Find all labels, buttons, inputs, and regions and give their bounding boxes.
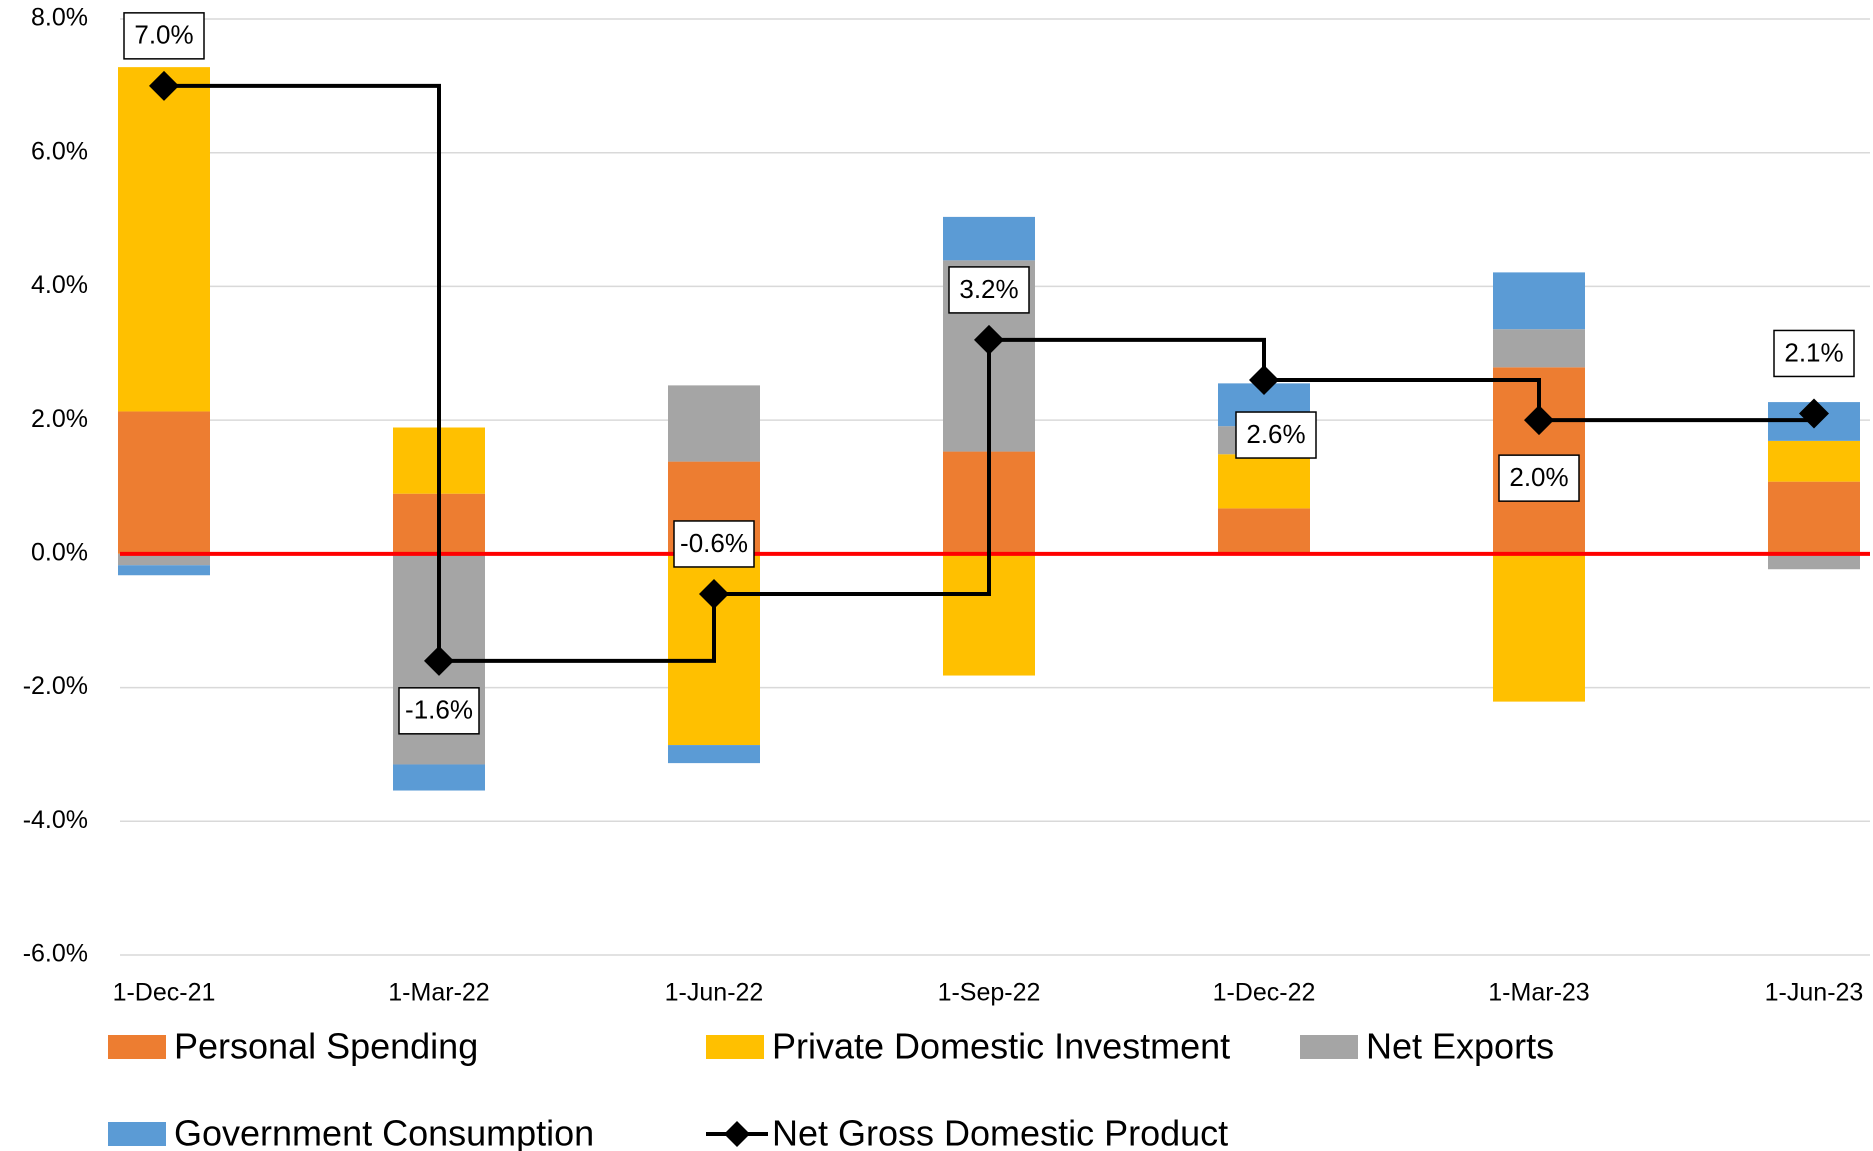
bar-segment xyxy=(1493,553,1585,702)
y-tick-label: 6.0% xyxy=(31,137,88,165)
data-label-box xyxy=(123,12,205,60)
data-label: 7.0% xyxy=(134,20,193,50)
bar-segment xyxy=(1493,329,1585,368)
bar-segment xyxy=(1218,508,1310,554)
x-tick-label: 1-Mar-23 xyxy=(1488,979,1589,1007)
data-label-box xyxy=(398,687,480,735)
data-label-box xyxy=(1498,454,1580,502)
legend-label: Net Gross Domestic Product xyxy=(772,1113,1228,1151)
gdp-marker xyxy=(424,645,454,676)
legend-label: Government Consumption xyxy=(174,1113,594,1151)
legend-label: Net Exports xyxy=(1366,1026,1554,1067)
y-tick-label: -6.0% xyxy=(23,940,88,968)
data-label-box xyxy=(1235,411,1317,459)
data-label: -1.6% xyxy=(405,695,473,725)
data-label-box xyxy=(673,520,755,568)
legend-swatch xyxy=(108,1122,166,1146)
x-tick-label: 1-Jun-22 xyxy=(665,979,764,1007)
data-label-box xyxy=(1773,329,1855,378)
legend-label: Private Domestic Investment xyxy=(772,1026,1230,1067)
legend-swatch xyxy=(108,1035,166,1059)
legend-swatch xyxy=(1300,1035,1358,1059)
bar-segment xyxy=(1218,454,1310,509)
x-tick-label: 1-Mar-22 xyxy=(388,979,489,1007)
legend-label: Personal Spending xyxy=(174,1026,478,1067)
y-tick-label: -2.0% xyxy=(23,672,88,700)
bar-segment xyxy=(118,553,210,566)
bar-segment xyxy=(118,411,210,554)
bar-segment xyxy=(1768,481,1860,554)
bar-segment xyxy=(1768,440,1860,482)
bar-segment xyxy=(668,385,760,462)
x-tick-label: 1-Dec-21 xyxy=(113,979,216,1007)
bar-segment xyxy=(943,216,1035,261)
legend-marker xyxy=(724,1121,750,1147)
y-tick-label: 2.0% xyxy=(31,405,88,433)
gdp-marker xyxy=(1524,405,1554,436)
bar-segment xyxy=(1493,272,1585,330)
bar-segment xyxy=(393,764,485,791)
gdp-marker xyxy=(974,324,1004,355)
x-tick-label: 1-Jun-23 xyxy=(1765,979,1864,1007)
data-label: 3.2% xyxy=(959,274,1018,304)
gdp-marker xyxy=(149,70,179,101)
gdp-marker xyxy=(699,578,729,609)
gdp-marker xyxy=(1249,365,1279,396)
bar-segment xyxy=(118,565,210,576)
bar-segment xyxy=(668,745,760,764)
y-tick-label: -4.0% xyxy=(23,806,88,834)
x-tick-label: 1-Dec-22 xyxy=(1213,979,1316,1007)
bar-segment xyxy=(118,67,210,412)
bar-segment xyxy=(1768,553,1860,570)
x-tick-label: 1-Sep-22 xyxy=(938,979,1041,1007)
data-label: 2.1% xyxy=(1784,337,1843,367)
data-label: -0.6% xyxy=(680,528,748,558)
data-label-box xyxy=(948,266,1030,314)
data-label: 2.6% xyxy=(1246,419,1305,449)
y-tick-label: 0.0% xyxy=(31,538,88,566)
y-tick-label: 4.0% xyxy=(31,271,88,299)
y-tick-label: 8.0% xyxy=(31,4,88,32)
gdp-marker xyxy=(1799,398,1829,429)
legend-swatch xyxy=(706,1035,764,1059)
data-label: 2.0% xyxy=(1509,462,1568,492)
